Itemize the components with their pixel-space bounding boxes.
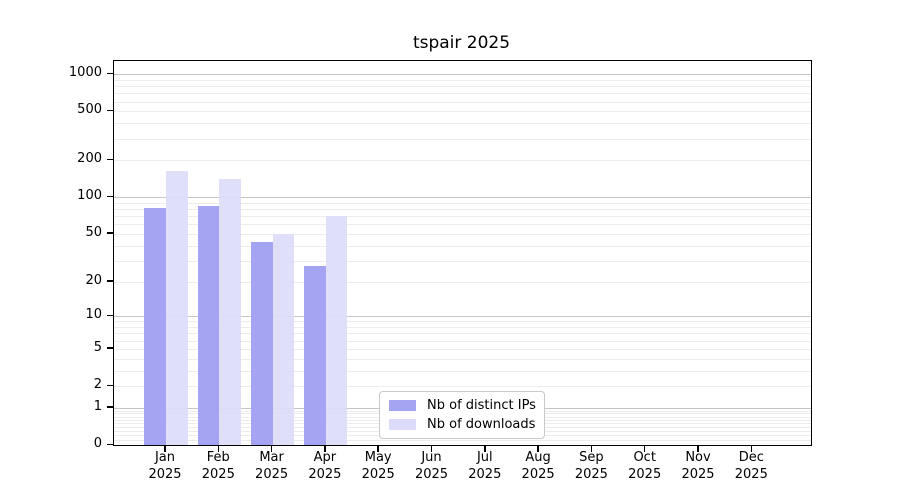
bar-mar-downloads xyxy=(272,233,295,445)
x-tick-label-nov: Nov 2025 xyxy=(681,450,715,482)
y-tick-label-1: 1 xyxy=(93,398,102,414)
y-tick-1 xyxy=(107,406,113,408)
bar-feb-distinct-ips xyxy=(197,205,220,445)
x-tick-dec xyxy=(750,445,753,452)
legend-label: Nb of distinct IPs xyxy=(427,398,536,413)
gridline-90 xyxy=(114,202,811,204)
bar-jan-distinct-ips xyxy=(144,208,166,445)
gridline-3 xyxy=(114,370,811,372)
x-tick-sep xyxy=(590,445,593,452)
x-tick-may xyxy=(377,445,379,452)
y-tick-5 xyxy=(107,347,113,349)
y-tick-200 xyxy=(107,158,113,161)
gridline-600 xyxy=(114,101,811,103)
gridline-7 xyxy=(114,333,811,335)
gridline-500 xyxy=(114,111,811,113)
gridline-1000 xyxy=(114,74,811,76)
plot-area xyxy=(113,60,812,446)
x-tick-label-feb: Feb 2025 xyxy=(201,450,235,482)
gridline-2 xyxy=(114,386,811,388)
x-tick-mar xyxy=(270,445,273,452)
bar-jan-downloads xyxy=(166,170,188,445)
gridline-900 xyxy=(114,79,811,81)
y-tick-2 xyxy=(107,384,113,387)
gridline-400 xyxy=(114,123,811,125)
y-tick-20 xyxy=(107,280,113,282)
gridline-4 xyxy=(114,358,811,360)
y-tick-label-5: 5 xyxy=(93,339,102,355)
ips-color-swatch xyxy=(389,400,416,411)
y-tick-10 xyxy=(107,314,113,317)
x-tick-label-mar: Mar 2025 xyxy=(255,450,289,482)
y-tick-label-0: 0 xyxy=(93,436,102,451)
gridline-0.1 xyxy=(114,439,811,441)
x-tick-label-may: May 2025 xyxy=(361,450,395,482)
x-tick-label-dec: Dec 2025 xyxy=(734,450,768,482)
gridline-300 xyxy=(114,138,811,140)
downloads-color-swatch xyxy=(389,419,416,430)
bar-apr-downloads xyxy=(325,216,348,445)
y-tick-50 xyxy=(107,232,113,234)
y-tick-0 xyxy=(107,443,113,445)
gridline-50 xyxy=(114,233,811,235)
legend-label: Nb of downloads xyxy=(427,417,536,432)
y-tick-label-200: 200 xyxy=(77,151,102,167)
x-tick-apr xyxy=(324,445,326,452)
gridline-10 xyxy=(114,316,811,318)
gridline-80 xyxy=(114,209,811,211)
gridline-5 xyxy=(114,348,811,350)
y-tick-100 xyxy=(107,195,113,198)
gridline-40 xyxy=(114,245,811,247)
x-tick-feb xyxy=(217,445,220,452)
x-tick-jul xyxy=(484,445,486,452)
x-tick-label-sep: Sep 2025 xyxy=(574,450,608,482)
legend: Nb of distinct IPs Nb of downloads xyxy=(379,391,545,439)
x-tick-oct xyxy=(643,445,646,452)
x-tick-jun xyxy=(430,445,433,452)
x-tick-aug xyxy=(537,445,539,452)
gridline-70 xyxy=(114,216,811,218)
gridline-800 xyxy=(114,86,811,88)
x-tick-label-jul: Jul 2025 xyxy=(468,450,502,482)
gridline-60 xyxy=(114,224,811,226)
gridline-30 xyxy=(114,260,811,262)
x-tick-label-oct: Oct 2025 xyxy=(628,450,662,482)
x-tick-label-jun: Jun 2025 xyxy=(414,450,449,482)
y-tick-label-100: 100 xyxy=(77,188,102,204)
legend-item-distinct-ips: Nb of distinct IPs xyxy=(389,398,536,413)
bar-mar-distinct-ips xyxy=(251,241,273,445)
bar-apr-distinct-ips xyxy=(304,266,326,445)
bar-feb-downloads xyxy=(219,179,241,445)
x-tick-label-apr: Apr 2025 xyxy=(308,450,342,482)
y-tick-label-2: 2 xyxy=(93,377,102,393)
y-tick-500 xyxy=(107,109,113,112)
chart-title: tspair 2025 xyxy=(412,33,511,53)
y-tick-label-1000: 1000 xyxy=(68,65,102,81)
x-tick-nov xyxy=(697,445,699,452)
legend-item-downloads: Nb of downloads xyxy=(389,417,535,432)
y-tick-1000 xyxy=(107,72,113,75)
x-tick-label-jan: Jan 2025 xyxy=(148,450,182,482)
gridline-8 xyxy=(114,327,811,329)
x-tick-jan xyxy=(164,445,166,452)
x-tick-label-aug: Aug 2025 xyxy=(521,450,555,482)
gridline-700 xyxy=(114,93,811,95)
gridline-6 xyxy=(114,340,811,342)
gridline-100 xyxy=(114,197,811,199)
y-tick-label-20: 20 xyxy=(85,272,102,288)
y-tick-label-500: 500 xyxy=(77,102,102,118)
gridline-9 xyxy=(114,321,811,323)
y-tick-label-50: 50 xyxy=(85,224,102,240)
gridline-200 xyxy=(114,160,811,162)
y-tick-label-10: 10 xyxy=(85,307,102,323)
gridline-20 xyxy=(114,281,811,283)
